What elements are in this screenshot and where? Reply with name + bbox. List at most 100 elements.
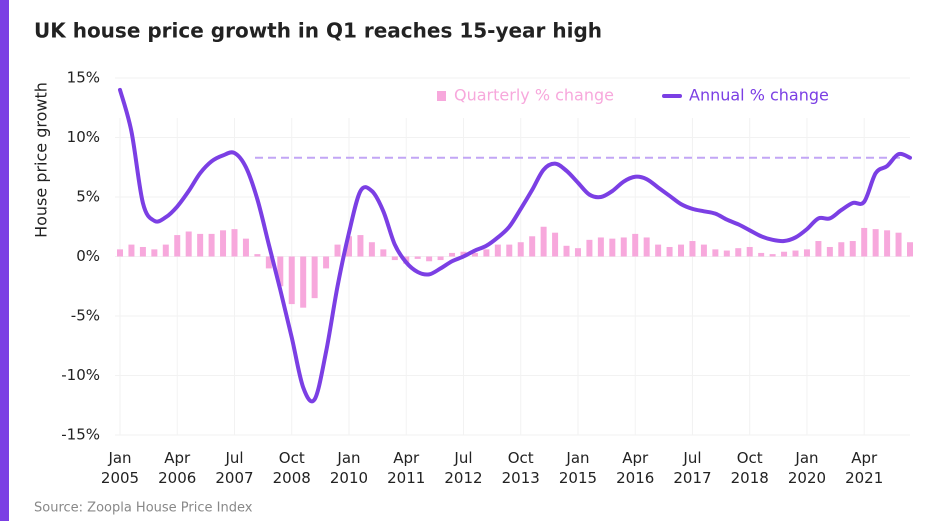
bar <box>563 245 570 257</box>
bar <box>758 252 765 257</box>
bar <box>712 249 719 257</box>
x-tick-label-line: 2021 <box>845 469 883 487</box>
x-tick-label-line: Jan <box>107 449 131 467</box>
y-tick-label: -15% <box>61 426 100 444</box>
x-tick-label-line: Jan <box>336 449 360 467</box>
bar <box>323 256 330 269</box>
bar <box>723 250 730 257</box>
bar <box>597 237 604 257</box>
bar <box>334 244 341 257</box>
bar <box>803 249 810 257</box>
x-tick-label-line: 2011 <box>387 469 425 487</box>
bar <box>872 229 879 257</box>
bar <box>254 254 261 257</box>
y-tick-label: -10% <box>61 366 100 384</box>
x-tick-label-line: Apr <box>622 449 649 467</box>
bar <box>265 256 272 269</box>
source: Source: Zoopla House Price Index <box>34 501 253 516</box>
bar <box>895 232 902 257</box>
bar <box>380 249 387 257</box>
bar <box>746 246 753 257</box>
bar <box>815 241 822 257</box>
x-tick-label: Jan 2020 <box>788 449 826 487</box>
x-tick-label-line: 2012 <box>444 469 482 487</box>
x-tick-label: Apr 2006 <box>158 449 196 487</box>
y-tick-label: 15% <box>67 69 100 87</box>
y-tick-label: 5% <box>76 188 100 206</box>
bar <box>174 235 181 257</box>
bar <box>838 242 845 257</box>
legend-label: Annual % change <box>689 86 829 105</box>
bar <box>907 242 913 257</box>
x-tick-label-line: Apr <box>393 449 420 467</box>
bar <box>414 256 421 259</box>
x-tick-label-line: 2008 <box>273 469 311 487</box>
x-tick-label: Oct 2018 <box>731 449 769 487</box>
bar <box>792 250 799 257</box>
bar <box>574 248 581 257</box>
bar <box>368 242 375 257</box>
x-tick-label: Jan 2015 <box>559 449 597 487</box>
y-tick-label: -5% <box>71 307 100 325</box>
bar <box>552 232 559 257</box>
bar <box>449 252 456 257</box>
x-tick-label-line: 2010 <box>330 469 368 487</box>
x-tick-label: Oct 2013 <box>502 449 540 487</box>
x-tick-label: Jan 2010 <box>330 449 368 487</box>
bar <box>735 248 742 257</box>
x-tick-label-line: 2007 <box>215 469 253 487</box>
bar <box>700 244 707 257</box>
x-tick-label: Apr 2021 <box>845 449 883 487</box>
y-axis-label: House price growth <box>32 82 51 238</box>
bar <box>300 256 307 308</box>
bar <box>231 229 238 257</box>
bar <box>826 246 833 257</box>
x-tick-label-line: 2015 <box>559 469 597 487</box>
bar <box>643 237 650 257</box>
x-tick-label: Jul 2012 <box>444 449 482 487</box>
line <box>118 87 912 404</box>
x-tick-label-line: 2005 <box>101 469 139 487</box>
bar <box>529 236 536 257</box>
bar <box>220 230 227 257</box>
accent-bar <box>0 0 9 521</box>
bar <box>426 256 433 262</box>
x-tick-label: Jul 2007 <box>215 449 253 487</box>
bar <box>678 244 685 257</box>
x-tick-label-line: Jul <box>224 449 243 467</box>
bar <box>185 231 192 257</box>
y-tick-label: 0% <box>76 247 100 265</box>
x-tick-label: Apr 2016 <box>616 449 654 487</box>
x-tick-label-line: Jan <box>565 449 589 467</box>
x-tick-label-line: 2016 <box>616 469 654 487</box>
x-tick-label: Oct 2008 <box>273 449 311 487</box>
bar <box>162 244 169 257</box>
bar <box>242 238 249 257</box>
bar <box>632 233 639 257</box>
bar <box>666 246 673 257</box>
bar <box>620 237 627 257</box>
bar <box>494 244 501 257</box>
x-tick-label-line: Apr <box>164 449 191 467</box>
x-tick-label-line: Oct <box>508 449 534 467</box>
bar <box>849 241 856 257</box>
bar <box>517 242 524 257</box>
bar <box>540 226 547 257</box>
x-tick-label: Jan 2005 <box>101 449 139 487</box>
bar <box>151 249 158 257</box>
bar <box>884 230 891 257</box>
bar <box>506 244 513 257</box>
bar <box>689 241 696 257</box>
x-tick-label-line: Oct <box>737 449 763 467</box>
x-tick-label-line: Oct <box>279 449 305 467</box>
bar <box>769 254 776 257</box>
bar <box>609 238 616 257</box>
bar <box>781 251 788 257</box>
x-tick-label-line: 2017 <box>673 469 711 487</box>
x-tick-label-line: 2020 <box>788 469 826 487</box>
x-tick-label-line: Jan <box>794 449 818 467</box>
bar <box>437 256 444 261</box>
x-tick-label-line: 2013 <box>502 469 540 487</box>
